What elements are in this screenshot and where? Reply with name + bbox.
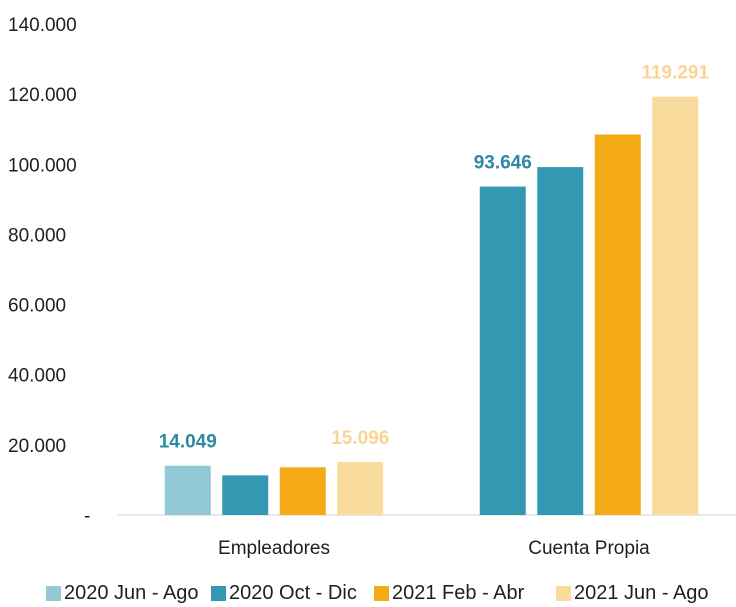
data-label: 93.646 [474, 153, 532, 174]
legend-label: 2020 Oct - Dic [229, 581, 357, 604]
y-tick-label: 60.000 [8, 296, 66, 317]
bar [164, 465, 211, 515]
legend-swatch [211, 585, 226, 601]
legend-item: 2020 Oct - Dic [211, 580, 357, 606]
bar [479, 186, 526, 515]
x-axis: Empleadores Cuenta Propia [218, 538, 650, 559]
y-tick-label: - [84, 506, 90, 527]
data-label: 14.049 [159, 432, 217, 453]
data-label: 15.096 [331, 428, 389, 449]
y-axis: - 20.000 40.000 60.000 80.000 100.000 120.000 1… [8, 15, 90, 527]
legend-item: 2021 Feb - Abr [374, 580, 524, 606]
legend-item: 2020 Jun - Ago [46, 580, 199, 606]
y-tick-label: 100.000 [8, 155, 77, 176]
legend-swatch [374, 585, 389, 601]
legend-label: 2021 Feb - Abr [392, 581, 525, 604]
data-label: 119.291 [641, 63, 709, 84]
x-category-label: Empleadores [218, 538, 330, 559]
y-tick-label: 80.000 [8, 225, 66, 246]
x-category-label: Cuenta Propia [528, 538, 650, 559]
bar [279, 467, 326, 515]
bar [594, 134, 641, 515]
y-tick-label: 20.000 [8, 436, 66, 457]
y-tick-label: 40.000 [8, 366, 66, 387]
bar [337, 462, 384, 515]
y-tick-label: 140.000 [8, 15, 77, 36]
bar [222, 475, 269, 515]
legend: 2020 Jun - Ago 2020 Oct - Dic 2021 Feb - A… [0, 580, 736, 606]
legend-swatch [46, 585, 61, 601]
y-tick-label: 120.000 [8, 85, 77, 106]
bar [652, 96, 699, 515]
bar [537, 167, 584, 515]
data-labels: 14.049 15.096 93.646 119.291 [159, 63, 710, 453]
legend-label: 2021 Jun - Ago [574, 581, 709, 604]
legend-item: 2021 Jun - Ago [556, 580, 709, 606]
legend-label: 2020 Jun - Ago [64, 581, 199, 604]
bars [164, 96, 699, 515]
legend-swatch [556, 585, 571, 601]
